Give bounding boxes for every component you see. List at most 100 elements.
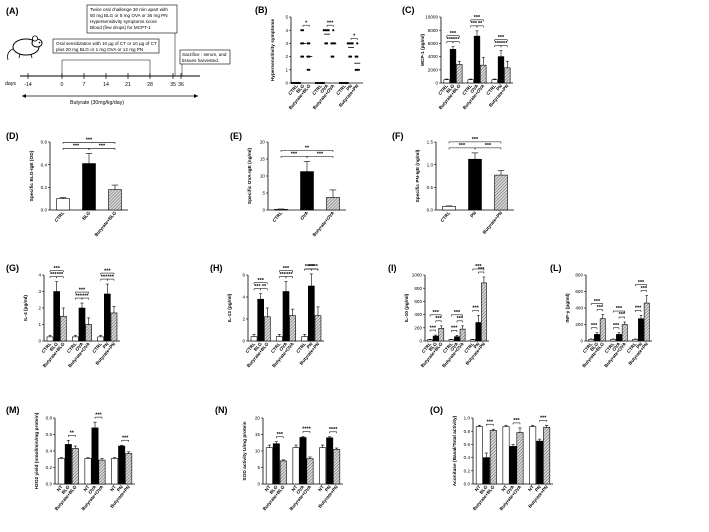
category-label: OVA (505, 484, 515, 495)
y-axis-label: SOD activity U/mg protein (242, 421, 248, 480)
panel-label: (F) (392, 131, 404, 141)
data-point (324, 42, 327, 45)
days-label: days (5, 81, 16, 87)
data-point (316, 81, 319, 85)
significance-marker: *** (619, 312, 626, 318)
significance-marker: *** (430, 325, 437, 331)
y-tick-label: 0 (257, 482, 260, 487)
significance-marker: *** (104, 268, 111, 274)
category-label: CTRL (421, 341, 433, 354)
y-tick-label: 0 (242, 339, 245, 344)
significance-marker: ** (262, 284, 267, 290)
data-point (340, 81, 343, 85)
panel-label: (L) (550, 263, 562, 273)
timeline-ticks: -14 0 7 14 21 28 35 36 (24, 73, 184, 88)
data-point (354, 55, 357, 58)
category-label: PN (345, 83, 353, 92)
significance-marker: *** (485, 143, 492, 149)
timeline-tick-label: 21 (125, 82, 131, 88)
bar (529, 426, 537, 485)
bar (442, 206, 456, 211)
bar (326, 437, 334, 485)
y-tick-label: 0.8 (46, 416, 53, 421)
bar (319, 447, 327, 485)
y-tick-label: 2 (38, 306, 41, 311)
data-point (354, 68, 357, 71)
significance-marker: *** (254, 284, 261, 290)
chart-c: (C) 0 2000 4000 6000 8000 10000 MCP-1 (pg/ml) CT… (402, 5, 513, 110)
data-point (349, 42, 353, 45)
bar (481, 282, 487, 342)
panel-label: (B) (255, 5, 268, 15)
category-label: BLG (269, 484, 279, 495)
bar (125, 453, 133, 485)
y-tick-label: 600 (414, 299, 422, 304)
y-tick-label: 6 (242, 273, 245, 278)
y-tick-label: 3 (285, 41, 288, 46)
category-label: BLG (81, 210, 91, 221)
bar (265, 447, 273, 485)
bar (85, 324, 92, 342)
bar (64, 444, 72, 485)
y-tick-label: 2 (285, 54, 288, 59)
bar (56, 198, 70, 211)
category-label: CTRL (270, 341, 282, 354)
bar (427, 339, 433, 342)
data-point (357, 68, 360, 71)
significance-marker: *** (475, 264, 482, 270)
bar (110, 312, 118, 342)
significance-marker: *** (327, 20, 334, 26)
y-axis-label: INF-γ (pg/ml) (565, 293, 571, 323)
bar (543, 426, 551, 485)
challenge-line-4: Blood (few drops) for MCPT-1 (90, 25, 151, 30)
bar (473, 35, 481, 84)
bar (469, 339, 476, 342)
y-tick-label: 800 (575, 273, 583, 278)
y-axis-label: Aconitase (Basal/Total activity) (452, 415, 458, 486)
y-tick-label: 4000 (428, 54, 439, 59)
bar (301, 336, 309, 342)
significance-marker: *** (616, 306, 623, 312)
category-label: CTRL (54, 210, 66, 223)
y-tick-label: 3 (38, 289, 41, 294)
y-axis-label: Specific BLG-IgE (OD) (29, 150, 35, 201)
timeline-tick-label: 14 (103, 82, 109, 88)
significance-marker: *** (257, 278, 264, 284)
category-label: PN (116, 484, 124, 493)
bar (263, 316, 271, 342)
y-tick-label: 0.0 (41, 208, 48, 213)
data-point (356, 42, 359, 45)
category-label: OVA (74, 341, 84, 352)
significance-marker: *** (451, 326, 458, 332)
y-tick-label: 200 (575, 322, 583, 327)
challenge-line-1: Twice oral challenge 30 min apart with (90, 7, 168, 12)
category-label: NT (317, 484, 325, 492)
significance-marker: *** (435, 316, 442, 322)
data-point (330, 55, 333, 58)
challenge-line-2: 50 mg BLG or 5 mg OVA or 36 mg PN (90, 13, 168, 18)
significance-marker: *** (498, 35, 505, 41)
sacrifice-box (179, 49, 231, 65)
category-label: Butyrate+OVA (312, 210, 336, 237)
bar (306, 458, 314, 485)
bar (432, 335, 439, 342)
y-tick-label: 4 (242, 295, 245, 300)
y-axis-label: IL-10 (pg/ml) (404, 293, 410, 322)
y-tick-label: 0.2 (46, 465, 53, 470)
data-point (324, 29, 327, 32)
data-point (322, 81, 326, 85)
y-tick-label: 10 (255, 449, 261, 454)
y-tick-label: 10000 (425, 15, 438, 20)
significance-marker: ** (478, 21, 483, 27)
category-label: OVA (278, 341, 288, 352)
category-label: CTRL (485, 83, 497, 96)
bar (497, 56, 505, 84)
category-label: OVA (449, 341, 459, 352)
bar (491, 79, 498, 84)
significance-marker: *** (472, 137, 479, 143)
data-point (332, 55, 335, 58)
timeline-tick-label: 28 (147, 82, 153, 88)
